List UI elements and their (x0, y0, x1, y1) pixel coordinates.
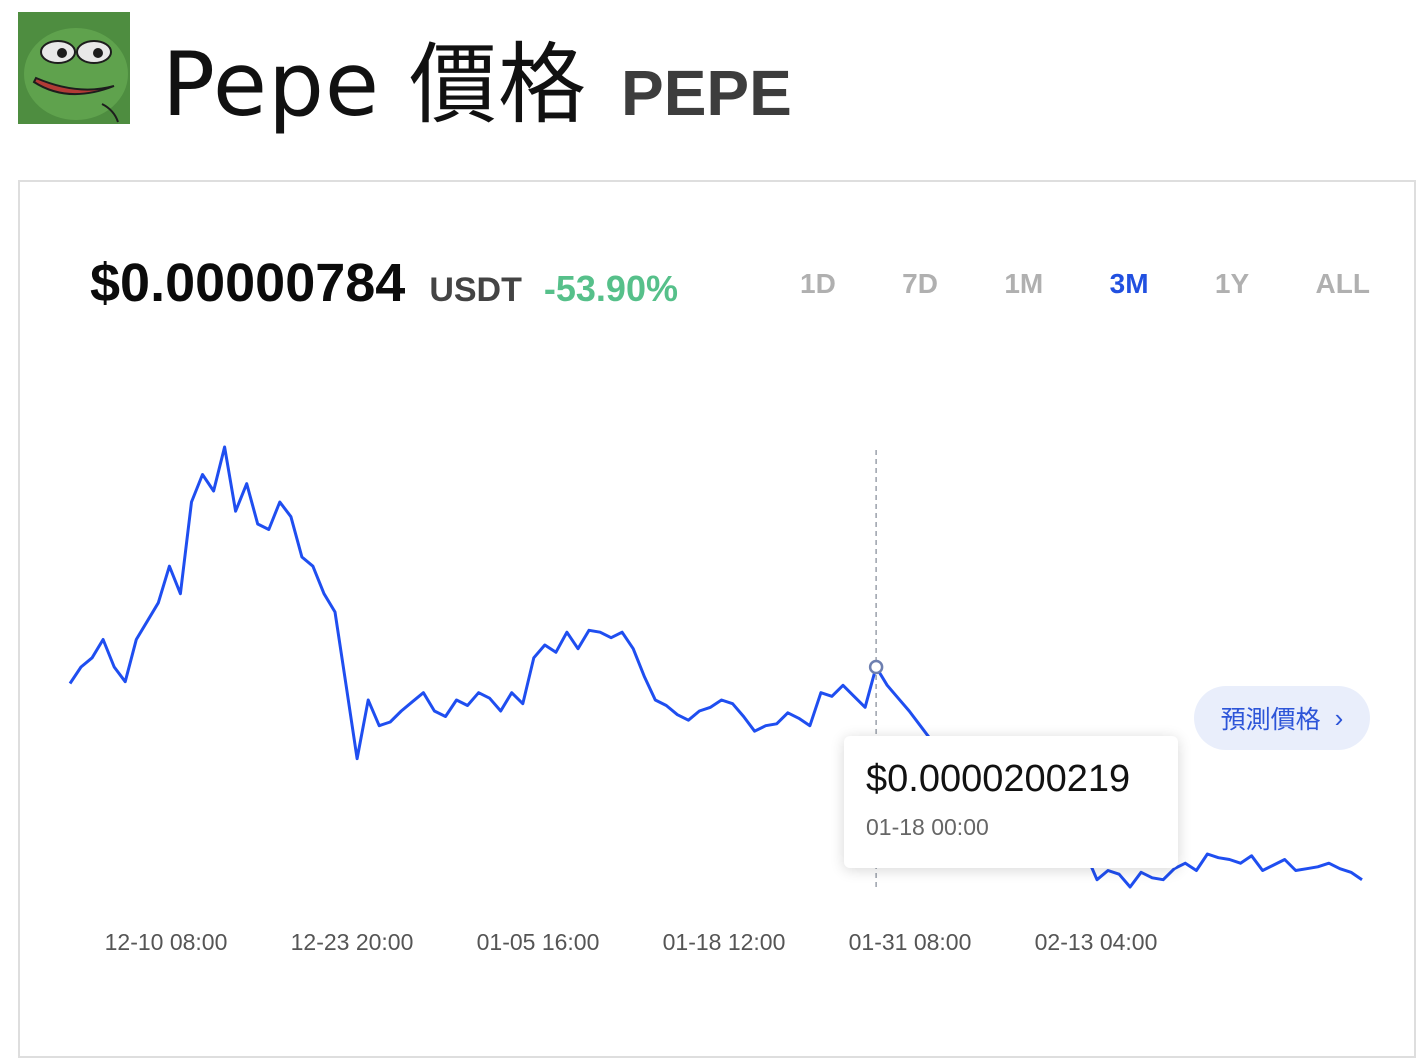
predict-price-button[interactable]: 預測價格 › (1194, 686, 1370, 750)
x-tick-label: 01-31 08:00 (849, 929, 972, 955)
range-all-button[interactable]: ALL (1315, 268, 1370, 299)
price-series-line (68, 445, 1363, 889)
price-summary: $0.00000784 USDT -53.90% (90, 252, 678, 314)
range-1y-button[interactable]: 1Y (1214, 268, 1250, 299)
x-tick-label: 02-13 04:00 (1035, 929, 1158, 955)
price-chart-card: $0.00000784 USDT -53.90% 1D 7D 1M 3M 1Y … (18, 180, 1416, 1058)
range-1d-button[interactable]: 1D (800, 268, 836, 299)
range-3m-button[interactable]: 3M (1109, 268, 1149, 299)
hover-point-marker (868, 659, 884, 675)
price-change: -53.90% (543, 268, 678, 309)
quote-currency: USDT (429, 271, 522, 309)
x-tick-label: 12-23 20:00 (291, 929, 414, 955)
price-line-chart[interactable]: 12-10 08:00 12-23 20:00 01-05 16:00 01-1… (20, 182, 1414, 1056)
x-tick-label: 01-18 12:00 (663, 929, 786, 955)
range-7d-button[interactable]: 7D (902, 268, 938, 299)
x-tick-label: 12-10 08:00 (105, 929, 228, 955)
page-title: Pepe 價格 PEPE (162, 14, 792, 136)
predict-price-label: 預測價格 (1220, 706, 1321, 734)
frog-icon (18, 12, 130, 124)
coin-symbol: PEPE (621, 57, 792, 129)
x-tick-label: 01-05 16:00 (477, 929, 600, 955)
tooltip-date: 01-18 00:00 (866, 814, 989, 840)
range-selector: 1D 7D 1M 3M 1Y ALL (800, 268, 1370, 300)
coin-name: Pepe 價格 (162, 33, 588, 136)
chevron-right-icon: › (1334, 702, 1344, 733)
x-axis-ticks: 12-10 08:00 12-23 20:00 01-05 16:00 01-1… (105, 929, 1158, 955)
chart-tooltip: $0.0000200219 01-18 00:00 (844, 736, 1178, 868)
range-1m-button[interactable]: 1M (1004, 268, 1044, 299)
pepe-logo (18, 12, 130, 124)
current-price: $0.00000784 (90, 253, 406, 313)
tooltip-price: $0.0000200219 (866, 758, 1131, 800)
